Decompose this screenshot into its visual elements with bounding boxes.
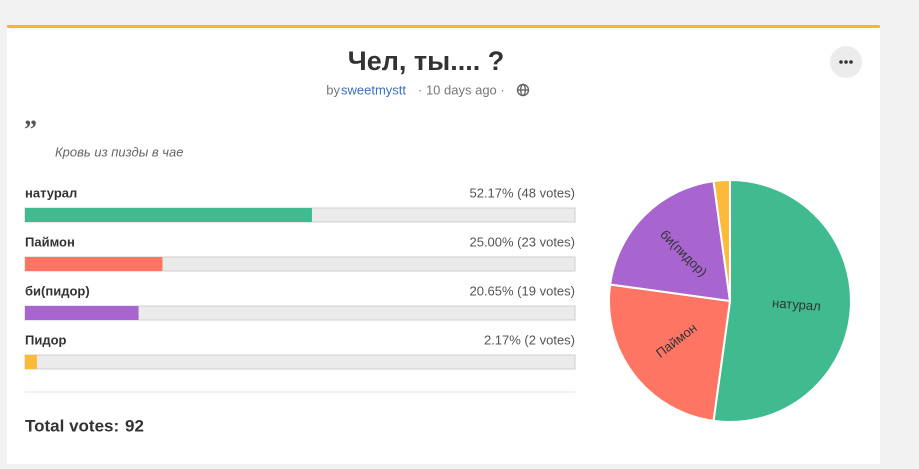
option-result: 25.00% (23 votes) bbox=[469, 234, 575, 249]
total-label: Total votes: bbox=[25, 416, 119, 435]
bar bbox=[25, 208, 312, 222]
time: · 10 days ago · bbox=[418, 82, 505, 97]
description: Кровь из пизды в чае bbox=[55, 144, 183, 159]
pie-slice bbox=[712, 178, 852, 423]
total-votes: 92 bbox=[125, 416, 144, 435]
card-accent bbox=[7, 25, 880, 28]
pie-slice bbox=[608, 283, 732, 422]
pie-slice bbox=[609, 179, 732, 303]
pie-label: натурал bbox=[772, 295, 822, 313]
option-result: 52.17% (48 votes) bbox=[469, 185, 575, 200]
bar bbox=[25, 257, 163, 271]
option-result: 2.17% (2 votes) bbox=[484, 332, 575, 347]
author-link[interactable]: sweetmystt bbox=[341, 82, 406, 97]
quote-icon: ” bbox=[24, 115, 37, 144]
option-name: Паймон bbox=[25, 234, 75, 249]
bar bbox=[25, 355, 37, 369]
menu-button[interactable] bbox=[830, 46, 862, 78]
poll-title: Чел, ты.... ? bbox=[348, 46, 504, 76]
option-name: би(пидор) bbox=[25, 283, 90, 298]
by: by bbox=[326, 82, 340, 97]
pie-slice bbox=[712, 178, 731, 302]
bar-track bbox=[24, 354, 576, 370]
option-name: Пидор bbox=[25, 332, 67, 347]
bar bbox=[25, 306, 139, 320]
option-name: натурал bbox=[25, 185, 77, 200]
option-result: 20.65% (19 votes) bbox=[469, 283, 575, 298]
globe-icon bbox=[516, 83, 530, 97]
